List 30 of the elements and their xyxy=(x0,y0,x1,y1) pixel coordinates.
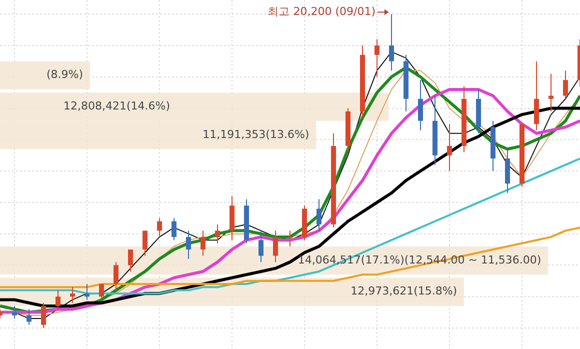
candlestick xyxy=(142,230,148,256)
candlestick xyxy=(258,230,264,263)
candlestick xyxy=(418,80,423,131)
band-label: 11,191,353(13.6%) xyxy=(202,128,310,141)
candlestick xyxy=(12,306,17,320)
candlestick xyxy=(70,286,75,304)
candlestick xyxy=(273,230,278,263)
candlestick xyxy=(316,198,322,232)
candlestick xyxy=(563,70,568,100)
candlestick xyxy=(99,284,104,300)
candlestick xyxy=(186,230,191,260)
candlestick xyxy=(157,218,162,238)
candlestick xyxy=(200,230,206,256)
annotation: 최고 20,200 (09/01) xyxy=(268,4,376,18)
band-label: 12,808,421(14.6%) xyxy=(63,100,170,113)
candlestick xyxy=(84,284,90,300)
candlestick xyxy=(114,262,118,291)
candlestick xyxy=(548,73,554,112)
candlestick xyxy=(374,38,380,78)
candlestick xyxy=(56,290,60,310)
band-label: 12,973,621(15.8%) xyxy=(350,284,458,298)
candlestick xyxy=(215,224,220,244)
band-label: (8.9%) xyxy=(46,68,83,82)
candlestick xyxy=(172,218,176,241)
candlestick xyxy=(41,302,46,328)
candlestick xyxy=(288,230,292,247)
candlestick xyxy=(389,14,394,72)
candlestick xyxy=(128,249,133,272)
candlestick xyxy=(26,308,32,326)
candlestick xyxy=(447,123,452,172)
